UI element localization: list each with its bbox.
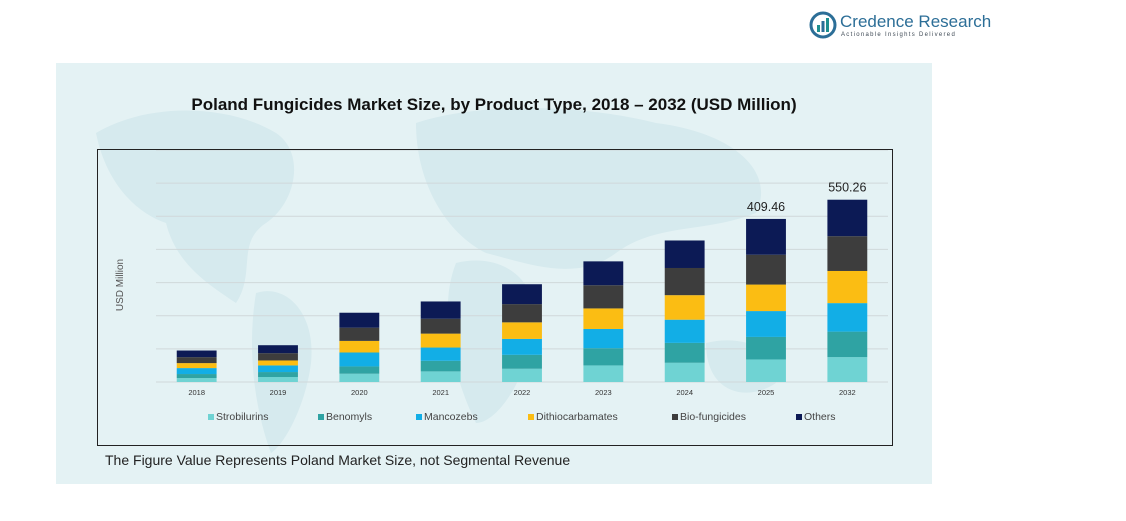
- legend-label-mancozebs: Mancozebs: [424, 411, 478, 423]
- bar-strobilurins-2021: [420, 371, 461, 382]
- legend-swatch-others: [796, 414, 802, 420]
- brand-logo: Credence Research Actionable Insights De…: [808, 10, 998, 44]
- bar-others-2022: [502, 284, 542, 305]
- bar-bio-fungicides-2021: [420, 318, 461, 334]
- x-tick-label: 2025: [758, 388, 775, 397]
- bar-strobilurins-2024: [664, 362, 705, 382]
- legend-swatch-strobilurins: [208, 414, 214, 420]
- legend-label-dithiocarbamates: Dithiocarbamates: [536, 411, 618, 423]
- bar-dithiocarbamates-2018: [176, 363, 217, 369]
- x-tick-label: 2032: [839, 388, 856, 397]
- bar-benomyls-2019: [258, 372, 298, 378]
- bar-strobilurins-2019: [258, 377, 298, 382]
- bar-strobilurins-2023: [583, 365, 624, 382]
- credence-logo-icon: [809, 11, 837, 39]
- bar-bio-fungicides-2023: [583, 285, 624, 309]
- x-tick-label: 2018: [188, 388, 205, 397]
- bar-others-2023: [583, 261, 624, 286]
- x-tick-label: 2023: [595, 388, 612, 397]
- y-axis-label: USD Million: [115, 259, 126, 311]
- bar-mancozebs-2020: [339, 352, 380, 367]
- bar-benomyls-2032: [827, 331, 868, 358]
- brand-tagline: Actionable Insights Delivered: [841, 32, 957, 38]
- bar-mancozebs-2023: [583, 328, 624, 349]
- x-tick-label: 2019: [270, 388, 287, 397]
- chart-panel: Poland Fungicides Market Size, by Produc…: [56, 63, 932, 484]
- x-axis-ticks: 2018 2019 2020 2021 2022 2023 2024 2025 2032: [188, 388, 855, 397]
- x-tick-label: 2024: [676, 388, 693, 397]
- bar-mancozebs-2022: [502, 338, 542, 355]
- bar-others-2024: [664, 240, 705, 268]
- data-labels: 409.46 550.26: [747, 181, 867, 214]
- legend-label-strobilurins: Strobilurins: [216, 411, 269, 423]
- bar-dithiocarbamates-2022: [502, 322, 542, 339]
- x-tick-label: 2021: [432, 388, 449, 397]
- bar-mancozebs-2025: [746, 311, 786, 337]
- bar-mancozebs-2021: [420, 347, 461, 361]
- stacked-bar-chart: 409.46 550.26 2018 2019 2020 2021 2022 2023 202…: [115, 149, 888, 423]
- bar-dithiocarbamates-2019: [258, 360, 298, 366]
- bar-benomyls-2021: [420, 360, 461, 372]
- chart-title: Poland Fungicides Market Size, by Produc…: [191, 95, 797, 114]
- bar-dithiocarbamates-2032: [827, 270, 868, 304]
- bar-bio-fungicides-2024: [664, 267, 705, 296]
- bar-dithiocarbamates-2023: [583, 308, 624, 329]
- bar-others-2019: [258, 345, 298, 354]
- bar-strobilurins-2032: [827, 357, 868, 382]
- legend-swatch-benomyls: [318, 414, 324, 420]
- bar-others-2018: [176, 350, 217, 358]
- brand-name: Credence Research: [840, 12, 992, 31]
- bar-others-2025: [746, 218, 786, 255]
- footnote: The Figure Value Represents Poland Marke…: [105, 452, 571, 468]
- bar-mancozebs-2032: [827, 303, 868, 332]
- legend: Strobilurins Benomyls Mancozebs Dithiocarba…: [208, 411, 836, 423]
- bar-bio-fungicides-2025: [746, 254, 786, 285]
- bar-others-2032: [827, 199, 868, 237]
- bars: [176, 199, 868, 382]
- legend-swatch-bio-fungicides: [672, 414, 678, 420]
- bar-strobilurins-2022: [502, 368, 542, 382]
- bar-dithiocarbamates-2024: [664, 295, 705, 320]
- bar-benomyls-2023: [583, 348, 624, 366]
- bar-bio-fungicides-2018: [176, 357, 217, 364]
- bar-others-2021: [420, 301, 461, 319]
- x-tick-label: 2022: [514, 388, 531, 397]
- bar-dithiocarbamates-2025: [746, 284, 786, 312]
- bar-strobilurins-2018: [176, 378, 217, 382]
- legend-swatch-mancozebs: [416, 414, 422, 420]
- bar-mancozebs-2024: [664, 319, 705, 343]
- plot-area: 409.46 550.26 2018 2019 2020 2021 2022 2023 202…: [97, 149, 893, 446]
- bar-benomyls-2018: [176, 374, 217, 379]
- bar-others-2020: [339, 312, 380, 328]
- legend-label-benomyls: Benomyls: [326, 411, 372, 423]
- data-label-2032: 550.26: [828, 181, 866, 195]
- bar-strobilurins-2025: [746, 359, 786, 382]
- bar-benomyls-2025: [746, 336, 786, 360]
- bar-mancozebs-2019: [258, 365, 298, 373]
- bar-bio-fungicides-2020: [339, 327, 380, 341]
- bar-dithiocarbamates-2020: [339, 340, 380, 353]
- bar-benomyls-2020: [339, 366, 380, 374]
- legend-label-bio-fungicides: Bio-fungicides: [680, 411, 746, 423]
- bar-mancozebs-2018: [176, 368, 217, 375]
- bar-dithiocarbamates-2021: [420, 333, 461, 348]
- x-tick-label: 2020: [351, 388, 368, 397]
- bar-benomyls-2022: [502, 354, 542, 369]
- data-label-2025: 409.46: [747, 200, 785, 214]
- bar-bio-fungicides-2022: [502, 304, 542, 323]
- bar-benomyls-2024: [664, 342, 705, 363]
- world-map-watermark: [96, 108, 778, 453]
- legend-swatch-dithiocarbamates: [528, 414, 534, 420]
- bar-bio-fungicides-2032: [827, 236, 868, 271]
- bar-bio-fungicides-2019: [258, 353, 298, 361]
- bar-strobilurins-2020: [339, 373, 380, 382]
- legend-label-others: Others: [804, 411, 836, 423]
